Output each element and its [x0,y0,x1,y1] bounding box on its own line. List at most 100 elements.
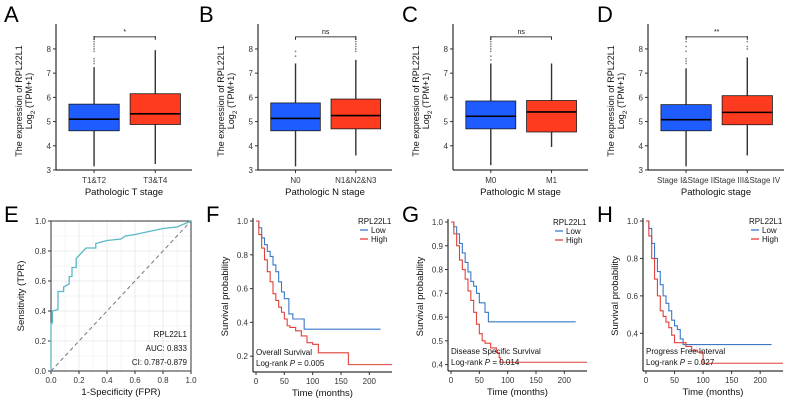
y-axis-title: Sensitivity (TPR) [16,261,27,332]
y-tick-label: 0.9 [432,242,444,251]
survival-curve-high [451,221,587,363]
outlier-point [93,40,95,43]
outlier-point [93,45,95,48]
survival-type-label: Overall Survival [256,348,312,357]
y-tick-label: 0.4 [627,329,639,338]
y-tick-label: 5 [47,118,52,127]
panel-letter-g: G [402,202,419,227]
y-tick-label: 0.8 [432,266,444,275]
x-tick-label: 150 [334,377,348,386]
box-low [660,104,712,132]
x-axis-title: 1-Specificity (FPR) [81,387,160,398]
survival-curve-high [646,220,783,364]
survival-curve-low [256,220,381,330]
legend-label-low: Low [566,227,581,236]
outlier-point [354,40,357,43]
outlier-point [489,58,492,61]
outlier-point [93,57,95,60]
y-tick-label: 0.8 [237,251,249,260]
legend-title: RPL22L1 [749,217,783,226]
y-tick-label: 0.7 [432,289,444,298]
reference-diagonal [50,220,192,372]
x-tick-label: 50 [280,377,289,386]
outlier-point [685,60,687,62]
y-tick-label: 0.2 [35,337,47,346]
y-tick-label: 0.4 [237,318,249,327]
x-tick-label: M1 [546,176,558,185]
survival-curve-low [646,220,772,346]
y-tick-label: 5 [639,118,644,127]
y-tick-label: 6 [249,93,254,102]
outlier-point [685,62,687,65]
y-tick-label: 0.0 [35,367,47,376]
outlier-point [489,40,492,43]
outlier-point [746,45,749,48]
outlier-point [746,40,749,43]
panel-letter-b: B [199,2,214,27]
x-tick-label: Stage III&Stage IV [714,176,780,185]
outlier-point [354,50,357,53]
outlier-point [685,45,687,48]
box-low [68,103,120,132]
x-axis-title: Time (months) [487,387,548,398]
y-tick-label: 6 [47,93,52,102]
outlier-point [746,48,749,50]
significance-label: ** [714,29,720,36]
y-tick-label: 0.5 [432,337,444,346]
y-axis-title: Survival probability [220,256,231,336]
logrank-pvalue: Log-rank P = 0.005 [256,359,325,368]
legend-label-high: High [566,236,582,245]
box-high [526,100,577,133]
y-tick-label: 0.6 [237,285,249,294]
y-tick-label: 4 [444,142,449,151]
box-high [129,93,181,125]
outlier-point [685,57,687,60]
x-tick-label: T3&T4 [143,176,168,185]
outlier-point [93,50,95,53]
boxplot-panel-c: 4 5 6 7 8 M0 M1 ns Pathologic M stage The express… [411,24,588,198]
y-tick-label: 4 [639,142,644,151]
significance-bracket [490,36,552,40]
outlier-point [354,45,357,48]
y-tick-label: 1.0 [627,217,639,226]
x-tick-label: 200 [558,376,572,385]
legend-title: RPL22L1 [553,218,587,227]
x-tick-label: 200 [753,376,767,385]
significance-bracket [295,36,357,40]
x-tick-label: 1.0 [185,376,197,385]
x-tick-label: 150 [725,376,739,385]
y-tick-label: 1.0 [432,218,444,227]
y-tick-label: 0.4 [35,307,47,316]
y-tick-label: 7 [639,69,644,78]
panel-letter-d: D [597,2,613,27]
y-tick-label: 0.4 [432,361,444,370]
y-tick-label: 0.2 [237,352,249,361]
box-low [270,102,321,132]
roc-annotation: AUC: 0.833 [146,344,188,353]
y-tick-label: 7 [249,69,254,78]
y-tick-label: 0.6 [35,277,47,286]
x-tick-label: 0.0 [45,376,57,385]
x-tick-label: 100 [501,376,515,385]
x-axis-title: Pathologic N stage [285,187,365,198]
outlier-point [93,62,95,65]
y-tick-label: 3 [47,166,52,175]
x-tick-label: 100 [306,377,320,386]
significance-label: * [123,29,126,36]
roc-annotation: RPL22L1 [154,330,188,339]
y-axis-title: Survival probability [415,256,426,336]
y-tick-label: 1.0 [237,217,249,226]
outlier-point [294,50,297,53]
y-tick-label: 7 [47,69,52,78]
x-tick-label: Stage I&Stage II [657,176,715,185]
box-low [465,100,517,130]
x-axis-title: Time (months) [292,388,353,399]
y-tick-label: 5 [249,118,254,127]
y-tick-label: 1.0 [35,217,47,226]
y-axis-title: The expression of RPL22L1 [411,45,421,157]
logrank-pvalue: Log-rank P = 0.014 [451,358,520,367]
x-tick-label: 0 [449,376,454,385]
x-tick-label: 100 [696,376,710,385]
